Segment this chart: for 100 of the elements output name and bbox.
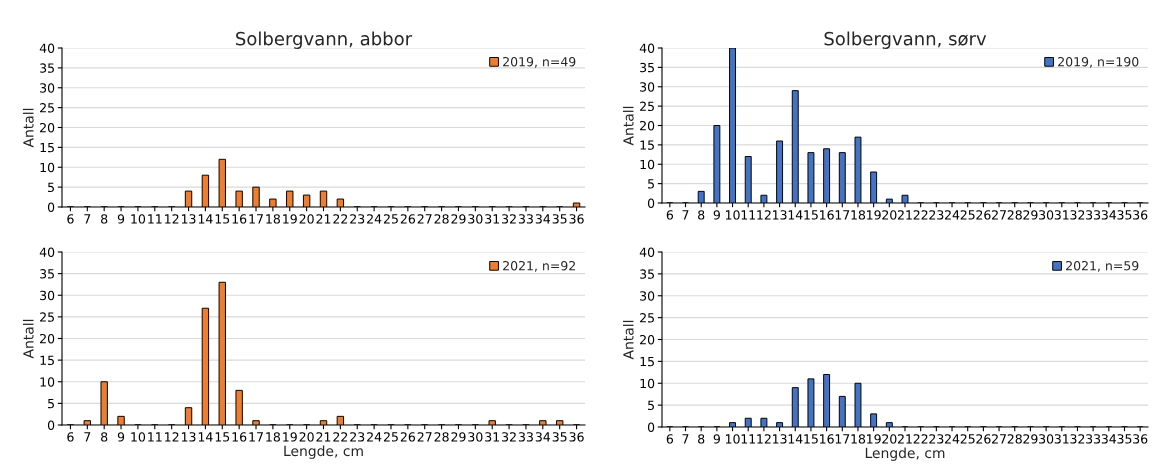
x-tick-label: 8 bbox=[698, 434, 705, 444]
x-tick-label: 6 bbox=[67, 214, 74, 224]
x-tick-label: 33 bbox=[1086, 210, 1101, 220]
y-tick-label: 35 bbox=[40, 269, 54, 279]
x-tick-label: 36 bbox=[569, 432, 584, 442]
y-axis-title: Antall bbox=[22, 108, 34, 148]
x-tick-label: 22 bbox=[333, 432, 348, 442]
x-tick-label: 13 bbox=[181, 432, 196, 442]
x-tick-label: 16 bbox=[232, 432, 247, 442]
x-tick-label: 7 bbox=[682, 434, 689, 444]
x-tick-label: 10 bbox=[725, 210, 740, 220]
y-axis-title: Antall bbox=[622, 320, 634, 360]
legend-label: 2019, n=190 bbox=[1058, 56, 1139, 68]
x-tick-label: 23 bbox=[929, 210, 944, 220]
x-tick-label: 33 bbox=[518, 214, 533, 224]
x-tick-label: 16 bbox=[820, 210, 834, 220]
x-tick-label: 28 bbox=[434, 214, 449, 224]
x-tick-label: 6 bbox=[67, 432, 74, 442]
y-tick-label: 35 bbox=[640, 269, 654, 279]
y-tick-label: 10 bbox=[40, 377, 55, 387]
x-tick-label: 20 bbox=[882, 210, 897, 220]
x-tick-label: 7 bbox=[682, 210, 689, 220]
x-tick-label: 32 bbox=[1070, 210, 1085, 220]
x-tick-label: 10 bbox=[131, 214, 146, 224]
x-tick-label: 8 bbox=[101, 214, 108, 224]
y-tick-label: 20 bbox=[640, 120, 655, 131]
y-tick-label: 40 bbox=[39, 43, 55, 53]
x-tick-label: 21 bbox=[316, 214, 331, 224]
y-tick-label: 0 bbox=[47, 202, 55, 212]
x-tick-label: 27 bbox=[992, 210, 1006, 220]
x-tick-label: 8 bbox=[698, 210, 705, 220]
y-tick-label: 30 bbox=[40, 83, 55, 93]
x-tick-label: 9 bbox=[117, 432, 125, 442]
x-tick-label: 15 bbox=[215, 432, 230, 442]
x-tick-label: 26 bbox=[400, 432, 416, 442]
chart-title: Solbergvann, sørv bbox=[824, 31, 987, 49]
x-tick-label: 36 bbox=[1133, 434, 1148, 444]
x-tick-label: 30 bbox=[468, 214, 483, 224]
x-tick-label: 10 bbox=[725, 434, 740, 444]
x-tick-label: 32 bbox=[502, 214, 516, 224]
x-tick-label: 24 bbox=[945, 210, 960, 220]
x-tick-label: 26 bbox=[976, 210, 991, 220]
y-tick-label: 30 bbox=[640, 82, 655, 92]
x-tick-label: 34 bbox=[1101, 434, 1117, 444]
x-tick-label: 25 bbox=[383, 432, 398, 442]
x-tick-label: 14 bbox=[198, 432, 213, 442]
x-tick-label: 18 bbox=[851, 434, 866, 444]
x-tick-label: 30 bbox=[1039, 210, 1054, 220]
x-tick-label: 26 bbox=[976, 434, 991, 444]
x-tick-label: 10 bbox=[131, 432, 146, 442]
y-tick-label: 5 bbox=[648, 400, 654, 411]
x-tick-label: 18 bbox=[266, 214, 280, 224]
x-tick-label: 36 bbox=[1133, 210, 1148, 220]
y-axis-title: Antall bbox=[22, 319, 34, 359]
x-tick-label: 22 bbox=[913, 434, 928, 444]
x-tick-label: 24 bbox=[367, 432, 382, 442]
x-tick-label: 17 bbox=[835, 434, 850, 444]
y-tick-label: 15 bbox=[640, 357, 654, 367]
x-tick-label: 21 bbox=[897, 434, 912, 444]
x-tick-label: 22 bbox=[333, 214, 348, 224]
y-tick-label: 15 bbox=[40, 355, 54, 366]
y-tick-label: 40 bbox=[639, 43, 655, 53]
x-tick-label: 9 bbox=[713, 434, 720, 444]
x-tick-label: 31 bbox=[1054, 210, 1069, 220]
x-tick-label: 18 bbox=[266, 432, 280, 442]
x-tick-label: 12 bbox=[165, 432, 179, 442]
x-tick-label: 22 bbox=[913, 210, 928, 220]
x-tick-label: 25 bbox=[383, 214, 398, 224]
x-tick-label: 32 bbox=[502, 432, 516, 442]
x-tick-label: 27 bbox=[417, 214, 432, 224]
x-tick-label: 25 bbox=[960, 434, 975, 444]
x-tick-label: 9 bbox=[713, 210, 720, 220]
y-tick-label: 20 bbox=[640, 334, 655, 345]
x-tick-label: 23 bbox=[350, 214, 365, 224]
x-tick-label: 7 bbox=[84, 432, 91, 442]
x-tick-label: 32 bbox=[1070, 434, 1085, 444]
x-tick-label: 27 bbox=[992, 434, 1006, 444]
x-tick-label: 31 bbox=[1054, 434, 1069, 444]
y-tick-label: 5 bbox=[48, 399, 54, 409]
x-tick-label: 21 bbox=[897, 210, 912, 220]
x-tick-label: 15 bbox=[804, 210, 818, 220]
x-tick-label: 19 bbox=[283, 214, 297, 224]
y-tick-label: 10 bbox=[640, 159, 655, 170]
x-tick-label: 27 bbox=[417, 432, 432, 442]
x-tick-label: 19 bbox=[867, 434, 881, 444]
x-tick-label: 31 bbox=[485, 432, 500, 442]
y-tick-label: 25 bbox=[640, 313, 654, 323]
x-tick-label: 14 bbox=[198, 214, 213, 224]
x-axis-title: Lengde, cm bbox=[284, 445, 363, 459]
x-tick-label: 28 bbox=[434, 432, 449, 442]
x-tick-label: 30 bbox=[468, 432, 483, 442]
x-tick-label: 24 bbox=[367, 214, 382, 224]
x-tick-label: 20 bbox=[299, 214, 314, 224]
legend-label: 2019, n=49 bbox=[503, 56, 576, 68]
x-tick-label: 6 bbox=[666, 434, 674, 444]
x-tick-label: 34 bbox=[535, 214, 551, 224]
x-tick-label: 21 bbox=[316, 432, 331, 442]
x-tick-label: 13 bbox=[773, 210, 787, 220]
x-tick-label: 14 bbox=[788, 210, 803, 220]
x-tick-label: 11 bbox=[148, 432, 162, 442]
